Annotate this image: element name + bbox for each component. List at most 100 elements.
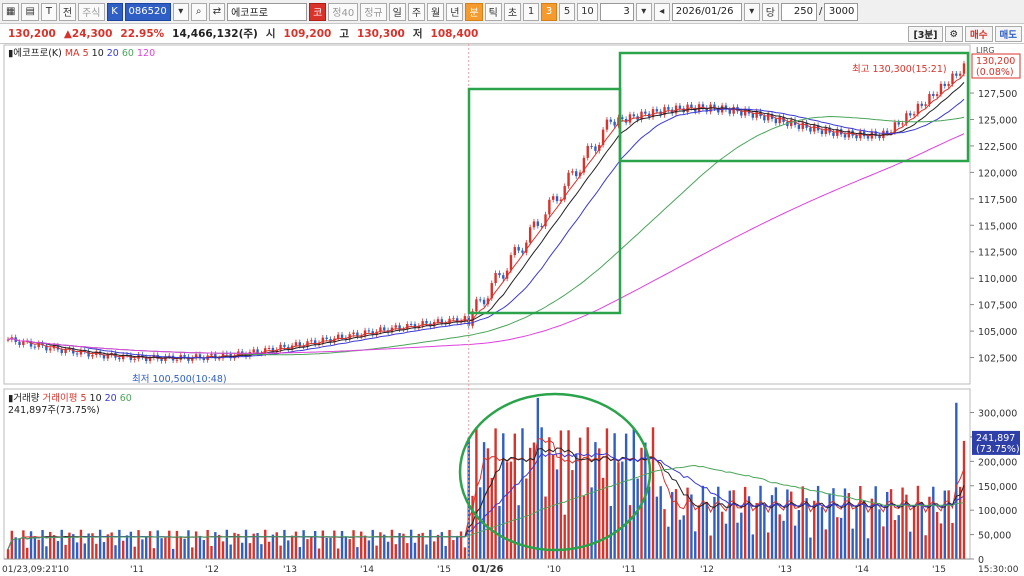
candle-body bbox=[452, 318, 455, 320]
stock-code-input[interactable]: 086520 bbox=[124, 2, 171, 21]
volume-bar bbox=[525, 478, 528, 559]
candle-body bbox=[87, 351, 90, 357]
volume-bar bbox=[843, 488, 847, 559]
volume-bar bbox=[214, 532, 217, 559]
volume-bar bbox=[955, 402, 958, 559]
period-month[interactable]: 월 bbox=[427, 2, 445, 21]
volume-bar bbox=[118, 529, 121, 559]
interval-1[interactable]: 1 bbox=[523, 2, 540, 21]
volume-tick-label: 0 bbox=[978, 555, 984, 566]
candle-body bbox=[241, 351, 244, 355]
volume-bar bbox=[870, 498, 874, 559]
interval-3[interactable]: 3 bbox=[541, 2, 558, 21]
ma-legend-period: 10 bbox=[92, 48, 107, 59]
count-input[interactable]: 250 bbox=[781, 2, 817, 21]
candle-body bbox=[421, 321, 424, 326]
volume-bar bbox=[801, 486, 804, 559]
period-year[interactable]: 년 bbox=[446, 2, 464, 21]
price-change: ▲24,300 bbox=[63, 27, 113, 40]
candle-body bbox=[559, 199, 563, 202]
all-button[interactable]: 전 bbox=[58, 2, 77, 21]
stock-name-field[interactable]: 에코프로 bbox=[227, 2, 308, 21]
total-input[interactable]: 3000 bbox=[824, 2, 859, 21]
chart-area[interactable]: 127,500 125,000 122,500 120,000 117,500 115,0… bbox=[0, 44, 1024, 576]
candle-body bbox=[279, 344, 282, 350]
period-minute[interactable]: 분 bbox=[465, 2, 483, 21]
text-icon[interactable]: T bbox=[40, 2, 57, 21]
period-day[interactable]: 일 bbox=[388, 2, 406, 21]
volume-bar bbox=[210, 545, 213, 559]
volume-bar bbox=[528, 447, 532, 559]
candle-body bbox=[567, 172, 570, 187]
volume-bar bbox=[705, 502, 708, 559]
date-dropdown-icon[interactable]: ▾ bbox=[743, 2, 760, 21]
k-badge[interactable]: K bbox=[106, 2, 123, 21]
volume-bar bbox=[14, 537, 17, 559]
volume-bar bbox=[348, 539, 351, 559]
candle-body bbox=[49, 348, 52, 351]
last-volume-pct: (73.75%) bbox=[976, 444, 1020, 455]
candle-body bbox=[64, 349, 67, 353]
date-field[interactable]: 2026/01/26 bbox=[671, 2, 742, 21]
volume-bar bbox=[452, 540, 455, 559]
period-week[interactable]: 주 bbox=[407, 2, 426, 21]
buy-button[interactable]: 매수 bbox=[965, 26, 993, 42]
volume-bar bbox=[536, 397, 540, 559]
settings-icon[interactable]: ⚙ bbox=[944, 26, 964, 42]
grid-icon[interactable]: ▦ bbox=[2, 2, 20, 21]
margin-badge: 정40 bbox=[328, 2, 359, 21]
search-icon[interactable]: ⌕ bbox=[190, 2, 207, 21]
volume-bar bbox=[367, 540, 371, 559]
dropdown-icon[interactable]: ▾ bbox=[172, 2, 189, 21]
prev-date-icon[interactable]: ◂ bbox=[653, 2, 670, 21]
volume-bar bbox=[551, 454, 555, 559]
volume-bar bbox=[302, 530, 305, 559]
market-type[interactable]: 주식 bbox=[78, 2, 105, 21]
highlight-box-surge bbox=[467, 87, 622, 315]
candle-body bbox=[214, 353, 217, 359]
candle-body bbox=[383, 327, 386, 331]
candle-body bbox=[621, 117, 624, 120]
volume-bar bbox=[421, 532, 424, 559]
volume-bar bbox=[290, 535, 294, 559]
volume-bar bbox=[233, 532, 236, 559]
period-tick[interactable]: 틱 bbox=[484, 2, 502, 21]
period-indicator[interactable]: [3분] bbox=[908, 26, 943, 42]
candle-body bbox=[198, 354, 202, 358]
interval-10[interactable]: 10 bbox=[577, 2, 598, 21]
volume-tick-label: 300,000 bbox=[978, 409, 1017, 420]
volume-bar bbox=[486, 448, 490, 559]
volume-bar bbox=[893, 520, 897, 559]
last-volume-label: 241,897 bbox=[976, 433, 1015, 444]
candle-body bbox=[517, 247, 520, 251]
interval-dropdown-icon[interactable]: ▾ bbox=[635, 2, 652, 21]
volume-bar bbox=[283, 529, 286, 559]
volume-bar bbox=[755, 502, 758, 559]
swap-icon[interactable]: ⇄ bbox=[208, 2, 226, 21]
volume-bar bbox=[371, 529, 374, 559]
candle-body bbox=[225, 353, 229, 355]
layout-icon[interactable]: ▤ bbox=[21, 2, 39, 21]
price-tick-label: 107,500 bbox=[978, 301, 1017, 312]
volume-bar bbox=[582, 495, 586, 559]
volume-bar bbox=[763, 504, 766, 559]
volume-bar bbox=[137, 530, 140, 559]
interval-5[interactable]: 5 bbox=[559, 2, 576, 21]
sell-button[interactable]: 매도 bbox=[994, 26, 1022, 42]
volume-bar bbox=[294, 531, 298, 559]
period-second[interactable]: 초 bbox=[503, 2, 522, 21]
volume-bar bbox=[29, 531, 33, 559]
price-tick-label: 117,500 bbox=[978, 195, 1017, 206]
regular-session-button[interactable]: 정규 bbox=[360, 2, 387, 21]
volume-bar bbox=[816, 485, 820, 559]
candle-body bbox=[678, 105, 682, 109]
volume-bar bbox=[121, 540, 125, 559]
interval-input[interactable]: 3 bbox=[599, 2, 634, 21]
candle-body bbox=[897, 122, 900, 125]
candle-body bbox=[640, 111, 643, 120]
volume-bar bbox=[786, 489, 789, 559]
volume-bar bbox=[778, 514, 781, 559]
volume-bar bbox=[333, 530, 336, 559]
price-tick-label: 122,500 bbox=[978, 142, 1017, 153]
day-button[interactable]: 당 bbox=[761, 2, 779, 21]
